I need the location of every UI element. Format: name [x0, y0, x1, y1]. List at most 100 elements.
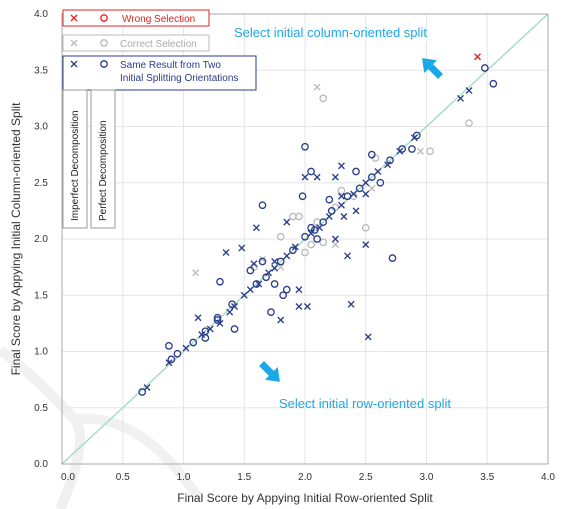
- point-same-o: [189, 338, 198, 347]
- point-correct-x: [192, 269, 200, 277]
- point-same-x: [291, 243, 299, 251]
- row-split-annotation: Select initial row-oriented split: [279, 396, 451, 411]
- point-same-o: [327, 207, 336, 215]
- point-same-o: [408, 145, 416, 153]
- point-same-x: [465, 87, 473, 94]
- point-correct-o: [319, 94, 328, 103]
- point-same-x: [238, 244, 246, 252]
- point-same-x: [337, 162, 345, 170]
- data-points: [138, 53, 498, 396]
- y-tick-label: 3.5: [34, 65, 48, 76]
- point-same-o: [213, 316, 222, 324]
- point-same-x: [457, 94, 464, 102]
- y-tick-label: 2.5: [34, 178, 48, 189]
- point-same-o: [325, 195, 334, 204]
- point-same-x: [271, 264, 279, 272]
- point-same-o: [267, 308, 275, 316]
- x-tick-label: 0.5: [116, 472, 130, 483]
- point-same-x: [303, 303, 311, 310]
- y-tick-label: 4.0: [34, 9, 48, 20]
- legend: Wrong Selection Correct Selection Same R…: [62, 9, 257, 229]
- point-correct-x: [416, 147, 424, 155]
- legend-perfect-label: Perfect Decomposition: [98, 120, 109, 221]
- point-wrong-x: [474, 53, 481, 61]
- point-same-o: [343, 192, 352, 201]
- point-same-o: [376, 178, 385, 187]
- legend-perfect-box: [90, 89, 116, 229]
- point-same-x: [165, 359, 173, 367]
- point-same-x: [313, 173, 321, 181]
- point-correct-o: [361, 223, 370, 232]
- point-same-x: [277, 316, 285, 324]
- point-same-x: [331, 235, 339, 243]
- point-same-o: [298, 192, 307, 201]
- point-same-x: [301, 173, 309, 181]
- y-tick-label: 1.0: [34, 347, 48, 358]
- point-same-o: [167, 355, 176, 364]
- point-same-o: [288, 246, 297, 255]
- point-correct-x: [331, 241, 339, 249]
- watermark-shape: [0, 346, 205, 509]
- point-same-x: [384, 161, 392, 169]
- point-same-o: [262, 273, 270, 282]
- point-same-x: [250, 260, 258, 268]
- point-same-o: [173, 349, 182, 358]
- point-same-o: [386, 156, 394, 165]
- point-same-o: [279, 291, 287, 300]
- y-tick-label: 0.0: [34, 459, 48, 470]
- x-tick-label: 4.0: [541, 472, 555, 483]
- point-same-o: [367, 173, 376, 181]
- point-same-x: [194, 314, 202, 322]
- legend-imperfect-label: Imperfect Decomposition: [70, 110, 81, 221]
- legend-same-label-line1: Same Result from Two: [120, 60, 221, 71]
- legend-same-label-line2: Initial Splitting Orientations: [120, 73, 238, 84]
- x-tick-label: 0.0: [61, 472, 75, 483]
- legend-imperfect-box: [62, 89, 88, 229]
- point-same-x: [246, 286, 254, 294]
- point-same-o: [165, 342, 173, 350]
- point-same-o: [252, 280, 261, 288]
- point-same-o: [213, 313, 222, 322]
- point-same-x: [337, 201, 345, 209]
- point-same-o: [230, 325, 239, 333]
- point-correct-o: [465, 119, 473, 127]
- legend-correct-box: [62, 34, 210, 52]
- y-tick-label: 0.5: [34, 403, 48, 414]
- point-same-o: [352, 167, 360, 176]
- point-same-o: [270, 280, 279, 288]
- y-tick-label: 1.5: [34, 290, 48, 301]
- point-same-o: [489, 79, 498, 88]
- point-same-x: [350, 190, 358, 198]
- point-same-o: [307, 167, 315, 176]
- point-same-x: [362, 190, 370, 198]
- point-correct-o: [319, 238, 328, 247]
- point-same-o: [138, 388, 147, 396]
- point-same-o: [258, 201, 267, 210]
- point-same-o: [319, 218, 328, 226]
- point-correct-o: [337, 186, 346, 195]
- y-tick-labels: 0.0 0.5 1.0 1.5 2.0 2.5 3.0 3.5 4.0: [34, 9, 48, 470]
- legend-correct-x-icon: [70, 39, 78, 47]
- point-same-x: [283, 218, 291, 226]
- point-same-o: [313, 235, 321, 243]
- point-same-o: [355, 184, 364, 193]
- point-same-x: [295, 303, 303, 310]
- point-same-x: [198, 331, 206, 339]
- point-same-x: [347, 300, 355, 308]
- plot-frame: [61, 13, 549, 465]
- point-same-o: [258, 257, 267, 266]
- point-same-o: [246, 266, 255, 275]
- point-correct-o: [426, 147, 434, 156]
- point-correct-o: [276, 232, 285, 241]
- point-same-o: [228, 300, 236, 309]
- x-tick-label: 3.0: [420, 472, 434, 483]
- legend-correct-o-icon: [100, 39, 108, 47]
- point-same-o: [201, 334, 210, 342]
- point-correct-x: [313, 83, 321, 91]
- point-same-x: [362, 241, 370, 249]
- y-tick-label: 3.0: [34, 122, 48, 133]
- point-same-x: [255, 280, 263, 288]
- point-same-o: [301, 232, 309, 241]
- legend-wrong-x-icon: [70, 14, 78, 22]
- x-tick-label: 1.5: [237, 472, 251, 483]
